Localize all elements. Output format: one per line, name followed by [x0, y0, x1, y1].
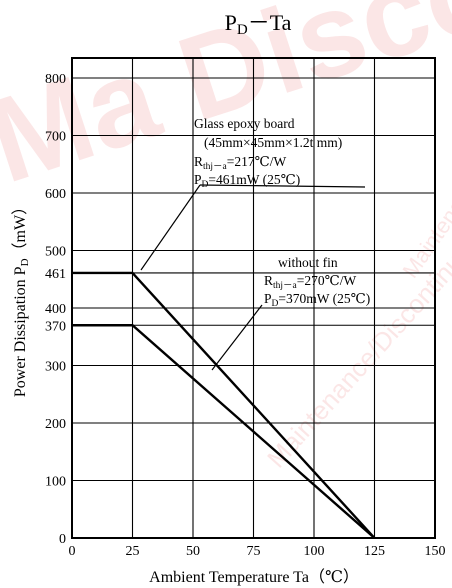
annotation-without-fin: without fin Rthj－a=270℃/W PD=370mW (25℃): [264, 255, 370, 309]
annotation-without-fin-line4-rest: =370mW (25℃): [278, 291, 370, 306]
annotation-glass-epoxy-line4-main: P: [194, 172, 202, 187]
x-tick-label-100: 100: [304, 544, 325, 559]
watermark: Ma Disco Maintenance/Discontinued Mainte…: [0, 0, 452, 473]
annotation-without-fin-line3-main: R: [264, 273, 273, 288]
watermark-diagonal-2: Maintenance/Discontinued: [398, 56, 452, 283]
y-tick-label-461: 461: [45, 267, 66, 282]
x-tick-labels: 0 25 50 75 100 125 150: [69, 544, 446, 559]
x-axis-label: Ambient Temperature Ta（℃）: [149, 568, 359, 586]
y-axis-label: Power Dissipation PD（mW）: [11, 199, 31, 397]
annotation-without-fin-line4-main: P: [264, 291, 272, 306]
y-tick-labels: 0 100 200 300 370 400 461 500 600 700 800: [45, 72, 66, 547]
plot-frame: [71, 57, 436, 539]
chart-title-rest: －Ta: [248, 10, 292, 35]
y-axis-label-main: Power Dissipation P: [12, 266, 29, 397]
annotation-glass-epoxy-line3-sub: thj－a: [203, 162, 228, 172]
y-tick-label-500: 500: [45, 245, 66, 260]
y-axis-label-sub: D: [19, 258, 31, 266]
chart-title: PD－Ta: [225, 10, 292, 38]
x-tick-label-50: 50: [186, 544, 200, 559]
annotation-without-fin-line3-rest: =270℃/W: [297, 273, 357, 288]
y-tick-label-0: 0: [59, 532, 66, 547]
chart-title-main: P: [225, 10, 237, 35]
y-tick-label-300: 300: [45, 360, 66, 375]
annotation-without-fin-line1: without fin: [278, 255, 338, 270]
y-tick-label-100: 100: [45, 475, 66, 490]
annotation-glass-epoxy-line3-rest: =217℃/W: [227, 154, 287, 169]
x-tick-label-0: 0: [69, 544, 76, 559]
series-line-0: [72, 271, 376, 539]
y-tick-label-600: 600: [45, 187, 66, 202]
y-tick-label-200: 200: [45, 417, 66, 432]
x-tick-label-25: 25: [126, 544, 140, 559]
series-lines: [72, 271, 376, 539]
annotation-without-fin-line3: Rthj－a=270℃/W: [264, 273, 356, 291]
grid-vertical-lines: [131, 58, 376, 538]
x-tick-label-75: 75: [247, 544, 261, 559]
annotation-leader-without-fin: [211, 304, 263, 371]
grid-horizontal-lines: [72, 77, 435, 482]
annotation-without-fin-line4-sub: D: [272, 299, 279, 309]
annotation-glass-epoxy: Glass epoxy board (45mm×45mm×1.2t mm) Rt…: [194, 116, 342, 190]
annotation-glass-epoxy-line3: Rthj－a=217℃/W: [194, 154, 286, 172]
annotation-glass-epoxy-line4-sub: D: [202, 180, 209, 190]
annotation-glass-epoxy-line1: Glass epoxy board: [194, 116, 295, 131]
x-tick-label-125: 125: [364, 544, 385, 559]
x-tick-label-150: 150: [425, 544, 446, 559]
annotation-glass-epoxy-line2: (45mm×45mm×1.2t mm): [204, 135, 342, 150]
y-tick-label-800: 800: [45, 72, 66, 87]
annotation-glass-epoxy-line4-rest: =461mW (25℃): [208, 172, 300, 187]
series-line-1: [72, 324, 376, 539]
annotation-leader-glass-epoxy: [140, 184, 201, 271]
annotation-without-fin-line4: PD=370mW (25℃): [264, 291, 370, 309]
chart-title-sub: D: [237, 22, 248, 38]
annotation-glass-epoxy-line4: PD=461mW (25℃): [194, 172, 300, 190]
annotation-glass-epoxy-line3-main: R: [194, 154, 203, 169]
y-tick-label-400: 400: [45, 302, 66, 317]
y-axis-label-unit: （mW）: [11, 199, 29, 259]
annotation-leader-glass-epoxy-tail: [199, 184, 366, 188]
y-tick-label-370: 370: [45, 319, 66, 334]
y-tick-label-700: 700: [45, 130, 66, 145]
annotation-without-fin-line3-sub: thj－a: [273, 281, 298, 291]
